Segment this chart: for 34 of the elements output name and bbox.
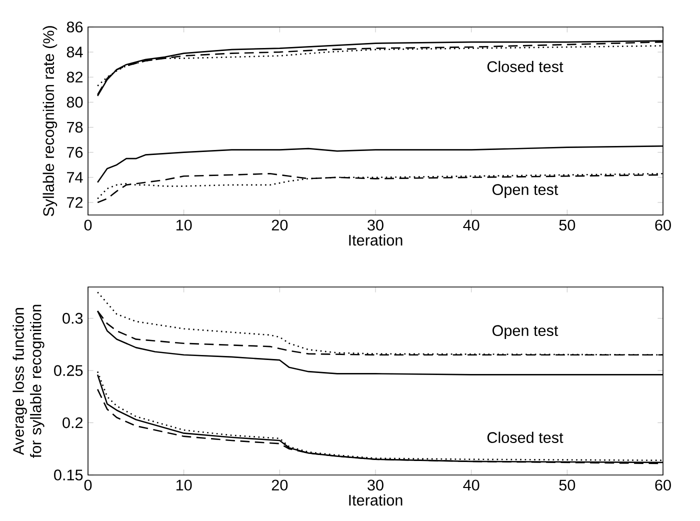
y-axis-title: Syllable recognition rate (%) xyxy=(42,26,58,216)
x-tick-label: 50 xyxy=(559,220,576,231)
x-tick-label: 10 xyxy=(176,220,192,231)
y-tick-label: 0.25 xyxy=(54,365,83,376)
x-tick-label: 30 xyxy=(368,220,384,231)
y-tick-label: 76 xyxy=(67,146,83,158)
x-axis-title: Iteration xyxy=(349,494,402,506)
y-tick-label: 82 xyxy=(66,72,83,83)
x-tick-label: 10 xyxy=(176,480,192,491)
x-tick-label: 40 xyxy=(463,480,480,491)
x-tick-label: 50 xyxy=(559,480,576,491)
x-axis-title: Iteration xyxy=(349,234,402,246)
x-tick-label: 20 xyxy=(272,480,288,491)
y-tick-label: 78 xyxy=(67,122,83,133)
annotation: Closed test xyxy=(487,60,564,72)
annotation: Closed test xyxy=(487,432,564,444)
y-tick-label: 72 xyxy=(67,197,83,208)
x-tick-label: 60 xyxy=(655,220,671,231)
y-tick-label: 74 xyxy=(67,172,83,183)
y-tick-label: 0.3 xyxy=(62,312,83,324)
x-tick-label: 0 xyxy=(84,480,92,491)
x-tick-label: 40 xyxy=(463,220,480,231)
y-tick-label: 0.2 xyxy=(62,417,83,428)
x-tick-label: 0 xyxy=(84,220,92,231)
y-tick-label: 84 xyxy=(66,46,83,58)
y-tick-label: 86 xyxy=(66,22,83,32)
y-axis-title: Average loss function for syllable recognition xyxy=(12,304,44,458)
y-tick-label: 80 xyxy=(66,96,83,108)
x-tick-label: 60 xyxy=(655,480,671,491)
x-tick-label: 20 xyxy=(272,220,288,231)
y-tick-label: 0.15 xyxy=(54,470,83,480)
annotation: Open test xyxy=(492,325,558,340)
x-tick-label: 30 xyxy=(368,480,384,491)
annotation: Open test xyxy=(492,184,558,198)
